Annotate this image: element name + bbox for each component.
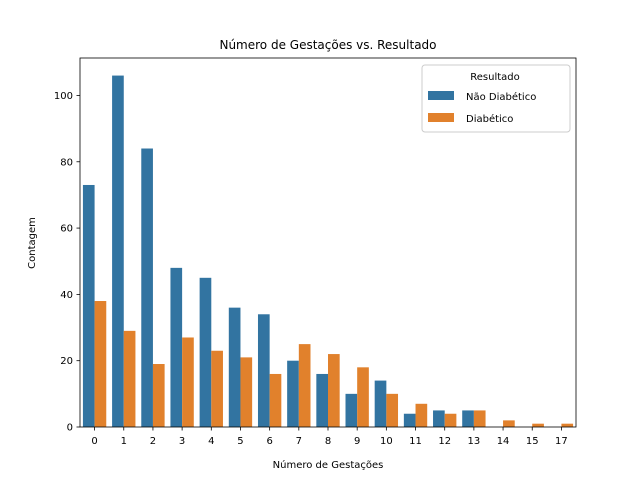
bar-diabetico-7 (298, 344, 311, 427)
x-axis: 0 1 2 3 4 5 6 7 8 9 10 11 12 13 14 15 17 (91, 427, 568, 447)
bar-diabetico-17 (561, 423, 574, 427)
x-tick-label: 8 (325, 436, 331, 447)
bar-diabetico-14 (503, 420, 515, 427)
bar-nao-diabetico-6 (257, 314, 270, 427)
bar-diabetico-1 (123, 330, 136, 427)
x-tick-label: 15 (526, 436, 539, 447)
bar-nao-diabetico-2 (141, 148, 153, 427)
x-tick-label: 5 (237, 436, 243, 447)
bar-nao-diabetico-5 (228, 307, 241, 427)
bar-nao-diabetico-10 (374, 380, 387, 427)
legend-swatch-nao-diabetico (428, 91, 454, 100)
bar-diabetico-0 (94, 301, 107, 427)
x-tick-label: 12 (438, 436, 451, 447)
bar-diabetico-15 (532, 423, 544, 427)
x-tick-label: 13 (468, 436, 481, 447)
x-tick-label: 14 (497, 436, 510, 447)
bar-diabetico-5 (240, 357, 253, 427)
bar-nao-diabetico-1 (112, 75, 124, 428)
y-tick-label: 80 (60, 157, 73, 168)
x-tick-label: 4 (208, 436, 214, 447)
x-tick-label: 3 (179, 436, 185, 447)
bar-nao-diabetico-0 (82, 184, 95, 427)
y-tick-label: 20 (60, 356, 73, 367)
x-tick-label: 6 (266, 436, 272, 447)
bar-diabetico-8 (328, 354, 340, 427)
bar-nao-diabetico-12 (433, 410, 445, 427)
bar-diabetico-6 (269, 373, 282, 427)
bar-nao-diabetico-9 (345, 393, 358, 427)
x-axis-label: Número de Gestações (273, 459, 384, 471)
legend-box (421, 64, 571, 133)
y-tick-label: 60 (60, 224, 73, 235)
x-tick-label: 2 (150, 436, 156, 447)
plot-frame (79, 57, 577, 428)
x-tick-label: 10 (380, 436, 393, 447)
bar-nao-diabetico-11 (403, 413, 416, 427)
bars-group (82, 75, 574, 428)
legend-label-diabetico: Diabético (466, 113, 513, 125)
y-tick-label: 0 (67, 423, 73, 434)
bar-diabetico-4 (211, 350, 223, 427)
x-tick-label: 1 (121, 436, 127, 447)
bar-diabetico-9 (357, 367, 369, 427)
bar-nao-diabetico-13 (462, 410, 474, 427)
y-tick-label: 100 (54, 91, 73, 102)
bar-diabetico-12 (444, 413, 457, 427)
legend: Resultado Não Diabético Diabético (421, 64, 571, 133)
y-axis: 0 20 40 60 80 100 (54, 91, 80, 434)
y-tick-label: 40 (60, 290, 73, 301)
bar-nao-diabetico-3 (170, 267, 183, 427)
legend-title: Resultado (470, 72, 520, 83)
bar-diabetico-2 (152, 364, 165, 427)
x-tick-label: 17 (555, 436, 568, 447)
chart-title: Número de Gestações vs. Resultado (219, 38, 436, 52)
bar-diabetico-10 (386, 393, 399, 427)
legend-swatch-diabetico (428, 113, 454, 122)
legend-label-nao-diabetico: Não Diabético (466, 91, 536, 103)
bar-diabetico-13 (473, 410, 486, 427)
bar-nao-diabetico-8 (316, 373, 328, 427)
x-tick-label: 11 (409, 436, 422, 447)
bar-nao-diabetico-7 (287, 360, 299, 427)
bar-diabetico-3 (182, 337, 194, 427)
x-tick-label: 0 (91, 436, 97, 447)
bar-diabetico-11 (415, 403, 428, 427)
y-axis-label: Contagem (27, 217, 38, 269)
bar-nao-diabetico-4 (199, 277, 212, 427)
x-tick-label: 7 (296, 436, 302, 447)
x-tick-label: 9 (354, 436, 360, 447)
